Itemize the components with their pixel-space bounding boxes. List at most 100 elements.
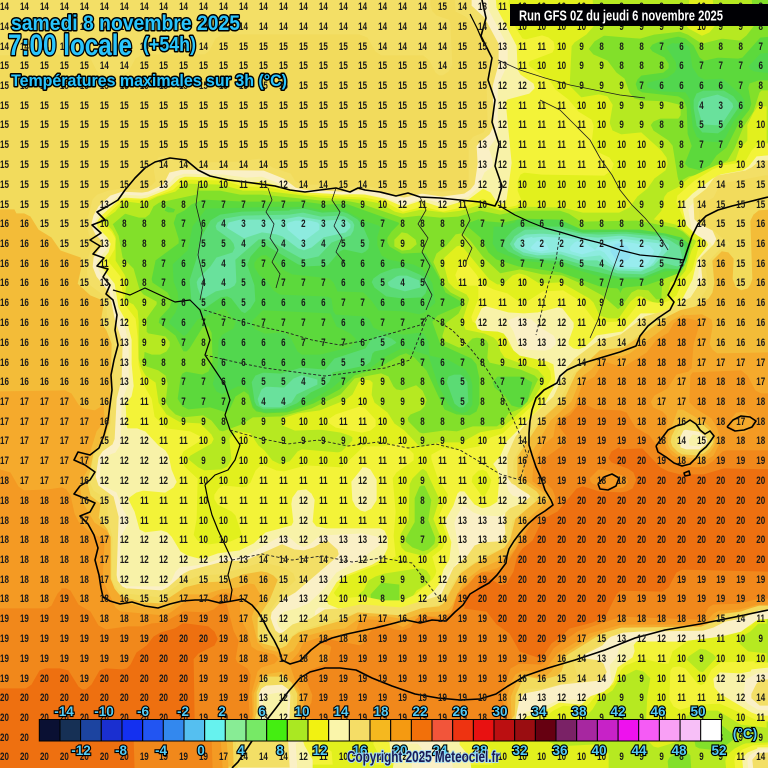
svg-text:6: 6: [699, 80, 703, 93]
svg-text:17: 17: [756, 376, 765, 389]
svg-text:20: 20: [60, 712, 69, 725]
svg-text:14: 14: [259, 21, 268, 34]
svg-text:18: 18: [716, 396, 725, 409]
svg-text:19: 19: [537, 515, 546, 528]
svg-text:16: 16: [80, 337, 89, 350]
svg-text:10: 10: [120, 297, 129, 310]
svg-text:16: 16: [0, 337, 9, 350]
svg-text:16: 16: [40, 258, 49, 271]
svg-text:9: 9: [619, 21, 623, 34]
svg-text:7: 7: [440, 297, 444, 310]
svg-text:10: 10: [518, 751, 527, 764]
svg-text:9: 9: [659, 218, 663, 231]
svg-text:14: 14: [60, 1, 69, 14]
svg-text:24: 24: [432, 743, 448, 758]
svg-text:18: 18: [438, 613, 447, 626]
svg-text:8: 8: [659, 277, 663, 290]
svg-text:8: 8: [500, 416, 504, 429]
svg-text:3: 3: [321, 218, 325, 231]
svg-text:18: 18: [40, 534, 49, 547]
svg-text:50: 50: [690, 704, 705, 719]
svg-text:19: 19: [219, 613, 228, 626]
svg-text:7: 7: [261, 317, 265, 330]
svg-text:15: 15: [179, 139, 188, 152]
svg-text:20: 20: [677, 554, 686, 567]
svg-text:13: 13: [159, 179, 168, 192]
svg-text:16: 16: [20, 357, 29, 370]
svg-text:10: 10: [637, 297, 646, 310]
svg-text:16: 16: [677, 416, 686, 429]
svg-text:11: 11: [179, 495, 188, 508]
svg-text:10: 10: [140, 376, 149, 389]
svg-text:12: 12: [159, 455, 168, 468]
svg-text:10: 10: [199, 495, 208, 508]
svg-text:5: 5: [321, 376, 326, 389]
svg-text:7: 7: [281, 199, 285, 212]
svg-text:14: 14: [259, 554, 268, 567]
svg-text:9: 9: [360, 376, 364, 389]
svg-text:19: 19: [736, 574, 745, 587]
svg-text:20: 20: [697, 515, 706, 528]
svg-text:16: 16: [716, 277, 725, 290]
svg-text:15: 15: [60, 159, 69, 172]
svg-text:9: 9: [659, 297, 663, 310]
svg-text:2: 2: [539, 238, 543, 251]
svg-text:17: 17: [0, 455, 9, 468]
svg-text:14: 14: [20, 1, 29, 14]
svg-text:14: 14: [358, 179, 367, 192]
svg-text:19: 19: [0, 673, 9, 686]
svg-text:11: 11: [378, 475, 387, 488]
svg-text:9: 9: [639, 751, 643, 764]
svg-text:16: 16: [458, 574, 467, 587]
svg-text:20: 20: [498, 613, 507, 626]
svg-text:10: 10: [756, 653, 765, 666]
svg-text:13: 13: [518, 317, 527, 330]
svg-text:16: 16: [637, 337, 646, 350]
svg-text:20: 20: [159, 633, 168, 646]
svg-text:11: 11: [597, 159, 606, 172]
svg-text:20: 20: [159, 673, 168, 686]
svg-text:10: 10: [339, 455, 348, 468]
svg-text:19: 19: [199, 673, 208, 686]
svg-text:7: 7: [719, 60, 723, 73]
svg-text:15: 15: [358, 60, 367, 73]
svg-text:15: 15: [20, 159, 29, 172]
svg-text:7: 7: [301, 277, 305, 290]
svg-text:12: 12: [478, 179, 487, 192]
svg-text:15: 15: [199, 574, 208, 587]
svg-text:12: 12: [199, 554, 208, 567]
svg-text:15: 15: [179, 80, 188, 93]
svg-text:2: 2: [639, 258, 643, 271]
svg-text:16: 16: [60, 337, 69, 350]
svg-text:11: 11: [239, 515, 248, 528]
svg-text:16: 16: [518, 475, 527, 488]
svg-text:18: 18: [637, 376, 646, 389]
svg-text:20: 20: [537, 593, 546, 606]
svg-text:15: 15: [239, 60, 248, 73]
svg-text:20: 20: [537, 574, 546, 587]
svg-text:11: 11: [438, 455, 447, 468]
svg-text:15: 15: [418, 179, 427, 192]
svg-text:15: 15: [80, 179, 89, 192]
svg-text:15: 15: [478, 41, 487, 54]
svg-text:11: 11: [438, 554, 447, 567]
svg-text:13: 13: [458, 534, 467, 547]
svg-text:20: 20: [537, 633, 546, 646]
svg-text:7: 7: [221, 317, 225, 330]
svg-text:3: 3: [241, 218, 245, 231]
svg-text:14: 14: [319, 179, 328, 192]
svg-text:16: 16: [756, 277, 765, 290]
svg-text:7: 7: [719, 139, 723, 152]
svg-text:17: 17: [597, 357, 606, 370]
svg-text:13: 13: [637, 317, 646, 330]
svg-text:16: 16: [537, 495, 546, 508]
svg-text:20: 20: [159, 712, 168, 725]
svg-text:15: 15: [40, 159, 49, 172]
svg-text:17: 17: [537, 435, 546, 448]
svg-text:11: 11: [518, 416, 527, 429]
svg-text:18: 18: [259, 653, 268, 666]
svg-text:9: 9: [321, 435, 325, 448]
svg-text:14: 14: [319, 554, 328, 567]
svg-text:12: 12: [159, 574, 168, 587]
svg-text:8: 8: [579, 277, 583, 290]
